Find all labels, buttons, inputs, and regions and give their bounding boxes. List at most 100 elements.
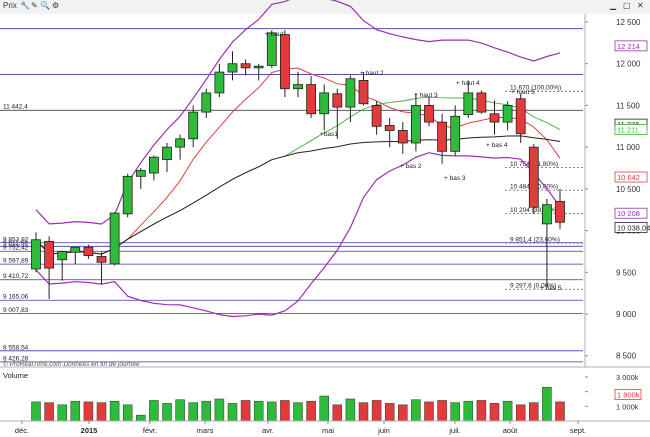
settings-icon[interactable]: ⚙ (52, 1, 60, 10)
volume-bar (476, 400, 487, 422)
volume-bar (175, 399, 185, 422)
candle-up (122, 173, 133, 218)
candle-down (515, 93, 526, 143)
swing-label: + haut 3 (414, 92, 438, 99)
y-tick-label: 11 500 (616, 101, 640, 110)
x-tick-label: déc. (15, 426, 29, 435)
minimize-icon[interactable]: ▁ (610, 1, 617, 10)
x-tick-label: avr. (262, 426, 274, 435)
candle-body (44, 241, 54, 269)
pencil-icon[interactable]: ✎ (31, 1, 38, 10)
candle-body (57, 251, 68, 261)
zoom-icon[interactable]: 🔍 (40, 1, 50, 10)
candle-body (70, 246, 81, 253)
candle-down (279, 30, 290, 98)
volume-bar (214, 398, 225, 422)
price-tag-box (614, 207, 648, 219)
volume-bar (122, 404, 133, 422)
volume-bar (240, 400, 251, 422)
x-tick-label: août (503, 426, 519, 435)
candle-body (175, 138, 186, 148)
volume-bar (398, 404, 408, 422)
volume-bar (411, 399, 421, 422)
candle-body (489, 113, 500, 123)
candle-body (83, 246, 94, 256)
candle-body (397, 130, 408, 144)
candle-down (44, 236, 54, 299)
candle-up (31, 232, 41, 273)
volume-bar (44, 402, 54, 422)
close-icon[interactable]: ✕ (637, 1, 644, 10)
price-tag-label: 10 208 (617, 209, 640, 218)
candle-body (201, 92, 212, 113)
candle-body (293, 84, 303, 90)
candle-down (437, 113, 448, 164)
candle-body (555, 200, 565, 223)
candle-up (542, 198, 552, 287)
candle-down (397, 122, 408, 154)
y-tick-label: 11 000 (616, 143, 640, 152)
expand-icon[interactable]: ▢ (623, 1, 631, 10)
level-label: 9 007,83 (3, 307, 29, 314)
candle-up (135, 168, 146, 189)
volume-bar (437, 400, 447, 422)
volume-bar (70, 400, 81, 422)
wrench-icon[interactable]: 🔧 (20, 1, 30, 10)
y-tick-label: 8 500 (616, 352, 637, 361)
candle-body (371, 105, 382, 127)
bollinger-lower-line (35, 152, 561, 318)
level-label: 9 853,92 (3, 236, 29, 243)
candle-down (306, 76, 317, 118)
watermark-text: © ProRealTime.com Données en fin de jour… (3, 360, 140, 368)
fib-level-label: 9 297,6 (0,00%) (510, 283, 556, 290)
candle-down (424, 97, 434, 127)
volume-tick-label: 3 000k (616, 373, 639, 382)
candle-down (96, 252, 107, 284)
candle-down (332, 88, 343, 139)
candle-up (201, 88, 212, 118)
candle-body (437, 121, 448, 152)
y-tick-label: 9 000 (616, 310, 637, 319)
candle-body (528, 146, 539, 208)
volume-bar (542, 386, 552, 422)
candle-down (83, 244, 94, 259)
level-label: 11 442,4 (3, 104, 28, 111)
volume-bar (188, 402, 198, 422)
candle-down (476, 90, 487, 114)
x-tick-label: juin (377, 426, 390, 435)
candle-body (332, 93, 343, 108)
candle-up (502, 101, 513, 131)
volume-bar (162, 403, 172, 422)
volume-bar (555, 401, 565, 422)
swing-label: + haut 2 (360, 70, 384, 77)
candle-up (319, 84, 330, 131)
fib-level-label: 11 670 (100,00%) (510, 85, 561, 92)
volume-bar (83, 401, 94, 422)
candle-body (319, 92, 330, 115)
price-tag-box (614, 171, 648, 183)
candle-body (214, 71, 225, 94)
price-tag-label: 12 214 (617, 42, 640, 51)
volume-tick-label: 1 000k (616, 402, 639, 411)
candle-up (57, 250, 68, 281)
candle-down (384, 117, 395, 148)
price-tag-box (614, 221, 648, 233)
fib-level-label: 9 851,4 (23,60%) (510, 236, 560, 243)
candle-up (109, 212, 120, 266)
candle-body (410, 105, 421, 144)
candle-body (240, 63, 251, 69)
candle-up (463, 80, 474, 118)
candle-up (345, 75, 356, 123)
volume-bar (371, 400, 382, 422)
candle-body (227, 63, 238, 73)
volume-bar (450, 402, 460, 422)
x-tick-label: févr. (143, 426, 157, 435)
swing-label: + haut 5 (511, 89, 535, 96)
x-tick-label: mars (197, 426, 214, 435)
candle-down (489, 100, 500, 135)
candle-body (162, 146, 172, 161)
swing-label: + bas 4 (486, 142, 508, 149)
x-tick-label: 2015 (81, 426, 98, 435)
volume-bar (136, 414, 146, 422)
swing-label: +bas1 (320, 131, 338, 138)
